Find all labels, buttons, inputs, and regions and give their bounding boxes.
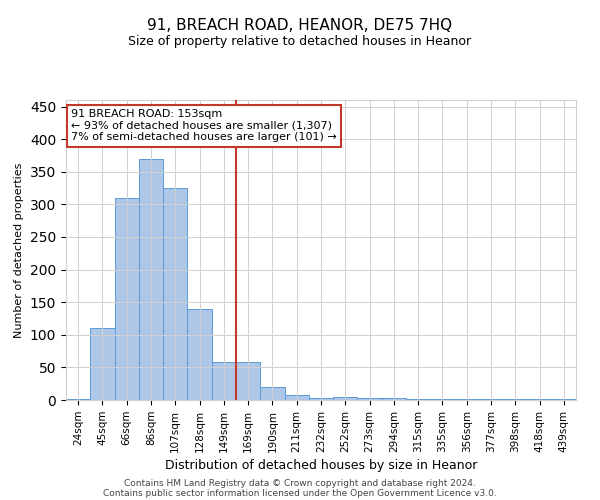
Bar bbox=[236, 362, 260, 400]
Bar bbox=[309, 398, 333, 400]
Bar bbox=[212, 362, 236, 400]
Bar bbox=[284, 395, 309, 400]
Y-axis label: Number of detached properties: Number of detached properties bbox=[14, 162, 25, 338]
Bar bbox=[260, 387, 284, 400]
Text: Contains HM Land Registry data © Crown copyright and database right 2024.: Contains HM Land Registry data © Crown c… bbox=[124, 478, 476, 488]
Text: Contains public sector information licensed under the Open Government Licence v3: Contains public sector information licen… bbox=[103, 488, 497, 498]
Bar bbox=[406, 398, 430, 400]
Bar bbox=[139, 158, 163, 400]
Bar bbox=[163, 188, 187, 400]
Text: 91 BREACH ROAD: 153sqm
← 93% of detached houses are smaller (1,307)
7% of semi-d: 91 BREACH ROAD: 153sqm ← 93% of detached… bbox=[71, 109, 337, 142]
Bar bbox=[552, 398, 576, 400]
Bar bbox=[187, 308, 212, 400]
Bar bbox=[115, 198, 139, 400]
Bar bbox=[66, 398, 90, 400]
Bar bbox=[358, 398, 382, 400]
Text: 91, BREACH ROAD, HEANOR, DE75 7HQ: 91, BREACH ROAD, HEANOR, DE75 7HQ bbox=[148, 18, 452, 32]
Bar bbox=[90, 328, 115, 400]
Text: Size of property relative to detached houses in Heanor: Size of property relative to detached ho… bbox=[128, 35, 472, 48]
Bar bbox=[333, 396, 358, 400]
X-axis label: Distribution of detached houses by size in Heanor: Distribution of detached houses by size … bbox=[165, 459, 477, 472]
Bar bbox=[382, 398, 406, 400]
